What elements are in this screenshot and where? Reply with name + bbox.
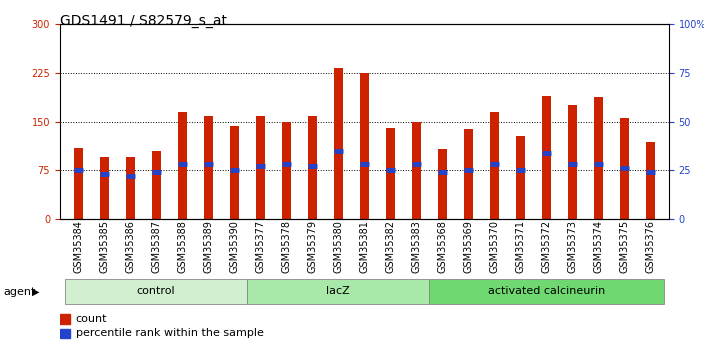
- Text: lacZ: lacZ: [327, 286, 350, 296]
- Bar: [73, 148, 82, 219]
- Bar: [542, 96, 551, 219]
- FancyBboxPatch shape: [429, 279, 664, 304]
- Text: GSM35379: GSM35379: [307, 220, 318, 273]
- Bar: [60, 328, 70, 338]
- Text: GSM35386: GSM35386: [125, 220, 135, 273]
- Text: GSM35375: GSM35375: [620, 220, 629, 273]
- Bar: [386, 128, 395, 219]
- Text: GSM35384: GSM35384: [73, 220, 83, 273]
- Text: GSM35373: GSM35373: [567, 220, 577, 273]
- Bar: [282, 122, 291, 219]
- Bar: [568, 105, 577, 219]
- Bar: [360, 73, 369, 219]
- Text: GSM35388: GSM35388: [177, 220, 187, 273]
- Text: GSM35383: GSM35383: [411, 220, 422, 273]
- Bar: [334, 68, 343, 219]
- Text: GSM35380: GSM35380: [333, 220, 344, 273]
- Text: GDS1491 / S82579_s_at: GDS1491 / S82579_s_at: [60, 14, 227, 28]
- Text: activated calcineurin: activated calcineurin: [488, 286, 605, 296]
- Bar: [516, 136, 525, 219]
- Bar: [99, 157, 108, 219]
- Text: control: control: [137, 286, 175, 296]
- FancyBboxPatch shape: [65, 279, 247, 304]
- Bar: [60, 314, 70, 324]
- Text: GSM35368: GSM35368: [437, 220, 447, 273]
- Bar: [412, 122, 421, 219]
- Text: GSM35381: GSM35381: [359, 220, 370, 273]
- Text: GSM35374: GSM35374: [593, 220, 603, 273]
- Text: GSM35377: GSM35377: [256, 220, 265, 273]
- Bar: [438, 149, 447, 219]
- Text: GSM35376: GSM35376: [646, 220, 655, 273]
- Bar: [151, 151, 161, 219]
- Text: GSM35372: GSM35372: [541, 220, 551, 273]
- Bar: [594, 97, 603, 219]
- Bar: [230, 126, 239, 219]
- Bar: [646, 142, 655, 219]
- Bar: [203, 116, 213, 219]
- Text: GSM35370: GSM35370: [489, 220, 499, 273]
- Bar: [308, 116, 317, 219]
- Bar: [490, 112, 499, 219]
- Bar: [256, 116, 265, 219]
- Text: GSM35369: GSM35369: [463, 220, 473, 273]
- Bar: [620, 118, 629, 219]
- Text: count: count: [76, 314, 107, 324]
- Text: agent: agent: [4, 287, 36, 296]
- Text: percentile rank within the sample: percentile rank within the sample: [76, 328, 263, 338]
- Bar: [177, 112, 187, 219]
- Text: GSM35378: GSM35378: [282, 220, 291, 273]
- Text: GSM35371: GSM35371: [515, 220, 525, 273]
- Bar: [125, 157, 134, 219]
- Bar: [464, 129, 473, 219]
- Text: GSM35382: GSM35382: [385, 220, 396, 273]
- Text: GSM35389: GSM35389: [203, 220, 213, 273]
- FancyBboxPatch shape: [247, 279, 429, 304]
- Text: GSM35385: GSM35385: [99, 220, 109, 273]
- Text: GSM35387: GSM35387: [151, 220, 161, 273]
- Text: ▶: ▶: [32, 287, 39, 297]
- Text: GSM35390: GSM35390: [230, 220, 239, 273]
